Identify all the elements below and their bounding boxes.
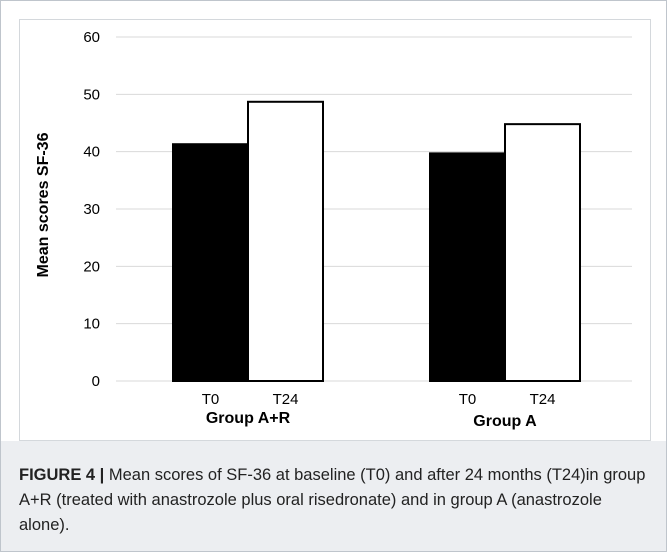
y-tick-label: 50: [83, 86, 100, 103]
chart-area: 0 10 20 30 40 50 60 T0 T24 T0 T24 Group A+R Group …: [19, 19, 651, 441]
caption-panel: FIGURE 4 | Mean scores of SF-36 at basel…: [1, 441, 666, 551]
group-labels: Group A+R Group A: [206, 410, 537, 430]
group-label: Group A: [473, 413, 537, 430]
bar-t24: [504, 123, 581, 382]
y-tick-label: 10: [83, 316, 100, 333]
y-tick-label: 20: [83, 258, 100, 275]
y-tick-label: 30: [83, 201, 100, 218]
y-tick-label: 40: [83, 144, 100, 161]
caption-label: FIGURE 4 |: [19, 466, 105, 484]
caption-text: Mean scores of SF-36 at baseline (T0) an…: [19, 466, 646, 534]
y-tick-label: 60: [83, 29, 100, 46]
y-tick-label: 0: [92, 373, 100, 390]
bar-t24: [247, 100, 324, 383]
x-axis-ticks: T0 T24 T0 T24: [202, 391, 556, 408]
bars: [172, 100, 581, 383]
x-tick-label: T24: [530, 391, 556, 408]
group-label: Group A+R: [206, 410, 291, 427]
x-tick-label: T0: [459, 391, 477, 408]
figure-caption: FIGURE 4 | Mean scores of SF-36 at basel…: [19, 463, 649, 538]
y-axis-ticks: 0 10 20 30 40 50 60: [83, 29, 100, 390]
x-tick-label: T24: [273, 391, 299, 408]
x-tick-label: T0: [202, 391, 220, 408]
y-axis-label: Mean scores SF-36: [35, 132, 52, 277]
bar-t0: [429, 152, 506, 382]
bar-t0: [172, 143, 249, 382]
